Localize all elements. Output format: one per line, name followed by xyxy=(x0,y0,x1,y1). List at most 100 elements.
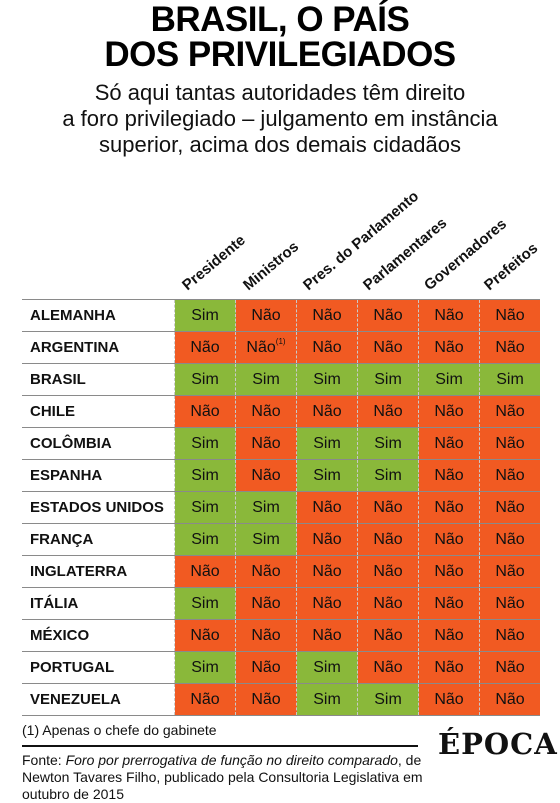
cell-value: Não xyxy=(495,690,525,708)
source-details: , de Newton Tavares Filho, publicado pel… xyxy=(22,752,423,802)
source-prefix: Fonte: xyxy=(22,752,66,768)
column-headers: Presidente Ministros Pres. do Parlamento… xyxy=(0,170,560,296)
table-cell: Não xyxy=(418,523,480,556)
table-cell: Sim xyxy=(174,427,236,460)
cell-value: Sim xyxy=(374,434,402,452)
cell-value: Não xyxy=(190,690,220,708)
cell-value: Sim xyxy=(191,594,219,612)
table-cell: Não xyxy=(296,395,358,428)
cell-value: Não xyxy=(495,626,525,644)
table-cell: Sim xyxy=(174,459,236,492)
page-title: BRASIL, O PAÍS DOS PRIVILEGIADOS xyxy=(0,2,560,72)
cell-value: Não xyxy=(251,690,281,708)
cell-value: Sim xyxy=(191,498,219,516)
table-row: FRANÇA Sim Sim Não Não Não Não xyxy=(22,523,540,556)
cell-value: Não xyxy=(312,338,342,356)
cell-value: Não xyxy=(251,594,281,612)
table-cell: Não xyxy=(418,619,480,652)
country-label: PORTUGAL xyxy=(22,651,175,684)
table-cell: Não xyxy=(296,331,358,364)
cell-value: Não xyxy=(373,498,403,516)
table-cell: Não xyxy=(479,619,540,652)
subtitle-line-2: a foro privilegiado – julgamento em inst… xyxy=(62,106,498,131)
cell-value: Não xyxy=(495,498,525,516)
cell-value: Não xyxy=(495,402,525,420)
cell-value: Sim xyxy=(191,370,219,388)
table-cell: Sim xyxy=(174,651,236,684)
table-cell: Não xyxy=(296,555,358,588)
cell-value: Não xyxy=(373,338,403,356)
cell-value: Não xyxy=(434,530,464,548)
cell-value: Sim xyxy=(252,498,280,516)
title-line-2: DOS PRIVILEGIADOS xyxy=(104,35,456,74)
table-cell: Não xyxy=(357,619,419,652)
country-label: ESPANHA xyxy=(22,459,175,492)
cell-value: Não xyxy=(312,402,342,420)
table-cell: Sim xyxy=(357,459,419,492)
cell-value: Sim xyxy=(191,466,219,484)
table-cell: Não xyxy=(479,555,540,588)
cell-value: Não xyxy=(495,466,525,484)
table-cell: Não xyxy=(357,651,419,684)
table-cell: Não xyxy=(357,555,419,588)
table-cell: Não xyxy=(174,555,236,588)
table-cell: Sim xyxy=(174,363,236,396)
country-label: ALEMANHA xyxy=(22,299,175,332)
country-label: ESTADOS UNIDOS xyxy=(22,491,175,524)
table-cell: Sim xyxy=(174,491,236,524)
subtitle-line-3: superior, acima dos demais cidadãos xyxy=(99,132,461,157)
country-label: VENEZUELA xyxy=(22,683,175,716)
table-row: MÉXICO Não Não Não Não Não Não xyxy=(22,619,540,652)
column-header: Pres. do Parlamento xyxy=(300,187,423,294)
table-cell: Sim xyxy=(174,299,236,332)
footnote: (1) Apenas o chefe do gabinete xyxy=(22,722,217,738)
country-label: CHILE xyxy=(22,395,175,428)
table-cell: Não xyxy=(235,683,297,716)
table-row: VENEZUELA Não Não Sim Sim Não Não xyxy=(22,683,540,716)
country-label: ARGENTINA xyxy=(22,331,175,364)
table-cell: Sim xyxy=(296,363,358,396)
cell-value: Sim xyxy=(374,690,402,708)
table-cell: Sim xyxy=(235,491,297,524)
column-header: Presidente xyxy=(179,231,249,294)
source-credit: Fonte: Foro por prerrogativa de função n… xyxy=(22,752,442,803)
cell-value: Sim xyxy=(435,370,463,388)
cell-value: Não xyxy=(251,562,281,580)
cell-value: Não xyxy=(495,306,525,324)
table-cell: Não xyxy=(357,587,419,620)
source-work-title: Foro por prerrogativa de função no direi… xyxy=(65,752,398,768)
column-header: Prefeitos xyxy=(481,239,542,294)
table-row: ARGENTINA Não Não(1) Não Não Não Não xyxy=(22,331,540,364)
cell-value: Não xyxy=(434,594,464,612)
cell-value: Não xyxy=(434,626,464,644)
table-cell: Sim xyxy=(296,459,358,492)
table-cell: Não xyxy=(479,331,540,364)
cell-value: Não xyxy=(312,562,342,580)
table-row: ESPANHA Sim Não Sim Sim Não Não xyxy=(22,459,540,492)
cell-value: Não xyxy=(312,530,342,548)
table-cell: Sim xyxy=(357,363,419,396)
table-cell: Não xyxy=(418,299,480,332)
table-cell: Sim xyxy=(235,523,297,556)
cell-value: Não xyxy=(495,530,525,548)
table-cell: Não xyxy=(296,491,358,524)
cell-value: Sim xyxy=(191,434,219,452)
subtitle-line-1: Só aqui tantas autoridades têm direito xyxy=(94,80,466,105)
table-row: COLÔMBIA Sim Não Sim Sim Não Não xyxy=(22,427,540,460)
table-cell: Não xyxy=(296,587,358,620)
country-label: ITÁLIA xyxy=(22,587,175,620)
cell-value: Sim xyxy=(191,658,219,676)
cell-value: Sim xyxy=(191,530,219,548)
table-cell: Não xyxy=(174,331,236,364)
cell-value: Não xyxy=(373,306,403,324)
cell-value: Não xyxy=(312,626,342,644)
cell-value: Não xyxy=(251,466,281,484)
cell-value: Sim xyxy=(313,658,341,676)
title-line-1: BRASIL, O PAÍS xyxy=(150,0,410,39)
table-cell: Não xyxy=(418,587,480,620)
cell-value: Não xyxy=(373,658,403,676)
cell-value: Sim xyxy=(252,530,280,548)
table-row: INGLATERRA Não Não Não Não Não Não xyxy=(22,555,540,588)
cell-value: Sim xyxy=(191,306,219,324)
cell-value: Não xyxy=(373,562,403,580)
